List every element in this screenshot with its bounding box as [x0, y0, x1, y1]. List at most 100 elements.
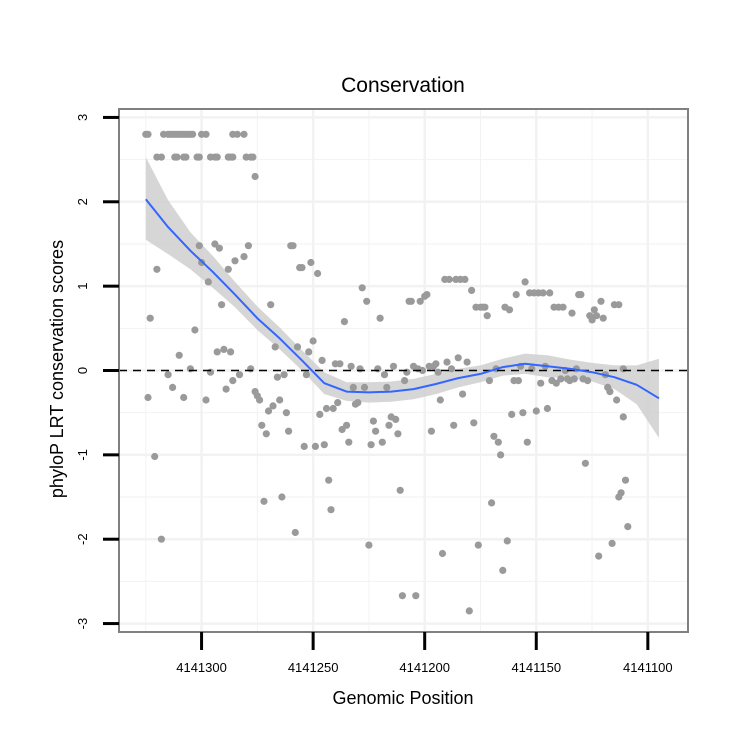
x-tick-label: 4141100 [623, 660, 673, 675]
data-point [497, 451, 505, 459]
data-point [461, 275, 469, 283]
data-point [146, 314, 154, 322]
data-point [537, 379, 545, 387]
data-point [343, 421, 351, 429]
y-tick-label: 1 [75, 282, 90, 289]
data-point [483, 312, 491, 320]
data-point [358, 284, 366, 292]
data-point [229, 377, 237, 385]
data-point [213, 348, 221, 356]
chart-title: Conservation [341, 74, 465, 97]
data-point [327, 506, 335, 514]
data-point [189, 130, 197, 138]
data-point [164, 371, 172, 379]
data-point [398, 592, 406, 600]
y-tick-label: -1 [75, 449, 90, 461]
data-point [202, 130, 210, 138]
x-tick-label: 4141300 [176, 660, 227, 675]
data-point [445, 275, 453, 283]
data-point [597, 297, 605, 305]
data-point [256, 396, 264, 404]
data-point [403, 368, 411, 376]
data-point [180, 393, 188, 402]
data-point [356, 365, 364, 373]
data-point [204, 278, 212, 286]
data-point [311, 442, 319, 450]
data-point [144, 393, 152, 402]
data-point [367, 441, 375, 449]
data-point [316, 410, 324, 418]
data-point [503, 537, 511, 545]
data-point [305, 348, 313, 356]
data-point [385, 421, 393, 429]
data-point [309, 337, 317, 345]
data-point [227, 348, 235, 356]
data-point [528, 365, 536, 373]
data-point [459, 390, 467, 398]
data-point [407, 297, 415, 305]
data-point [195, 153, 203, 161]
data-point [182, 153, 190, 161]
data-point [512, 291, 520, 299]
data-point [416, 297, 424, 305]
data-point [392, 415, 400, 423]
x-axis-title: Genomic Position [332, 688, 473, 708]
data-point [231, 257, 239, 265]
data-point [454, 354, 462, 362]
loess-smooth-line [145, 198, 660, 400]
data-point [329, 404, 337, 413]
data-point [615, 301, 623, 309]
data-point [322, 404, 331, 413]
data-point [289, 242, 297, 250]
data-point [157, 153, 165, 161]
data-point [474, 541, 482, 549]
data-point [447, 365, 456, 373]
data-point [278, 493, 286, 501]
data-point [514, 377, 523, 385]
y-axis: -3 -2 -1 0 1 2 3 [75, 114, 119, 629]
data-point [378, 438, 386, 446]
data-point [470, 419, 478, 427]
data-point [523, 438, 531, 446]
data-point [372, 427, 380, 435]
data-point [360, 383, 369, 391]
data-point [592, 312, 601, 320]
data-point [285, 427, 293, 435]
data-point [247, 365, 255, 373]
data-point [519, 409, 527, 417]
data-point [494, 438, 502, 446]
y-axis-title: phyloP LRT conservation scores [47, 240, 67, 498]
data-point [280, 371, 288, 379]
data-point [427, 427, 435, 435]
data-point [608, 539, 616, 548]
data-point [568, 309, 576, 317]
data-point [320, 441, 328, 449]
data-point [590, 306, 598, 314]
x-tick-label: 4141200 [399, 660, 450, 675]
data-point [338, 425, 346, 434]
data-point [251, 172, 259, 181]
data-point [235, 371, 244, 379]
data-point [559, 303, 567, 311]
data-point [302, 371, 310, 379]
data-point [325, 476, 333, 484]
data-point [584, 377, 592, 385]
data-point [624, 523, 632, 531]
data-point [546, 289, 554, 297]
x-tick-label: 4141150 [511, 660, 561, 675]
data-point [621, 476, 630, 484]
data-point [175, 351, 183, 359]
data-point [532, 407, 540, 415]
data-point [258, 421, 266, 429]
data-point [240, 130, 248, 138]
data-point [173, 153, 181, 161]
data-point [617, 489, 625, 497]
data-point [363, 297, 371, 305]
data-point [505, 306, 514, 314]
data-point [336, 360, 344, 368]
data-point [606, 388, 614, 396]
data-point [438, 549, 447, 558]
data-point [318, 356, 326, 364]
data-point [412, 592, 420, 600]
data-point [595, 552, 603, 560]
